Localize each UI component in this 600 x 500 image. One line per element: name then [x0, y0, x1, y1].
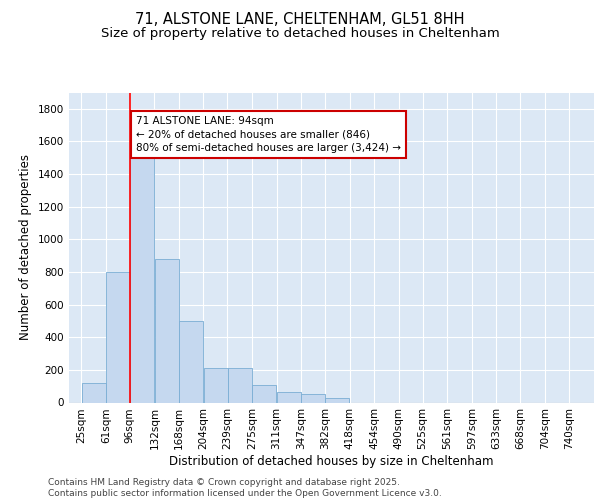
Bar [325, 398, 349, 402]
Bar [106, 272, 130, 402]
Y-axis label: Number of detached properties: Number of detached properties [19, 154, 32, 340]
Bar [179, 321, 203, 402]
Bar [277, 392, 301, 402]
Bar [253, 384, 276, 402]
Bar [228, 368, 251, 402]
Bar [204, 368, 228, 402]
Text: 71 ALSTONE LANE: 94sqm
← 20% of detached houses are smaller (846)
80% of semi-de: 71 ALSTONE LANE: 94sqm ← 20% of detached… [136, 116, 401, 152]
Bar [155, 259, 179, 402]
Bar [301, 394, 325, 402]
Text: 71, ALSTONE LANE, CHELTENHAM, GL51 8HH: 71, ALSTONE LANE, CHELTENHAM, GL51 8HH [135, 12, 465, 28]
Bar [130, 158, 154, 402]
X-axis label: Distribution of detached houses by size in Cheltenham: Distribution of detached houses by size … [169, 455, 494, 468]
Text: Contains HM Land Registry data © Crown copyright and database right 2025.
Contai: Contains HM Land Registry data © Crown c… [48, 478, 442, 498]
Bar [82, 383, 106, 402]
Text: Size of property relative to detached houses in Cheltenham: Size of property relative to detached ho… [101, 28, 499, 40]
